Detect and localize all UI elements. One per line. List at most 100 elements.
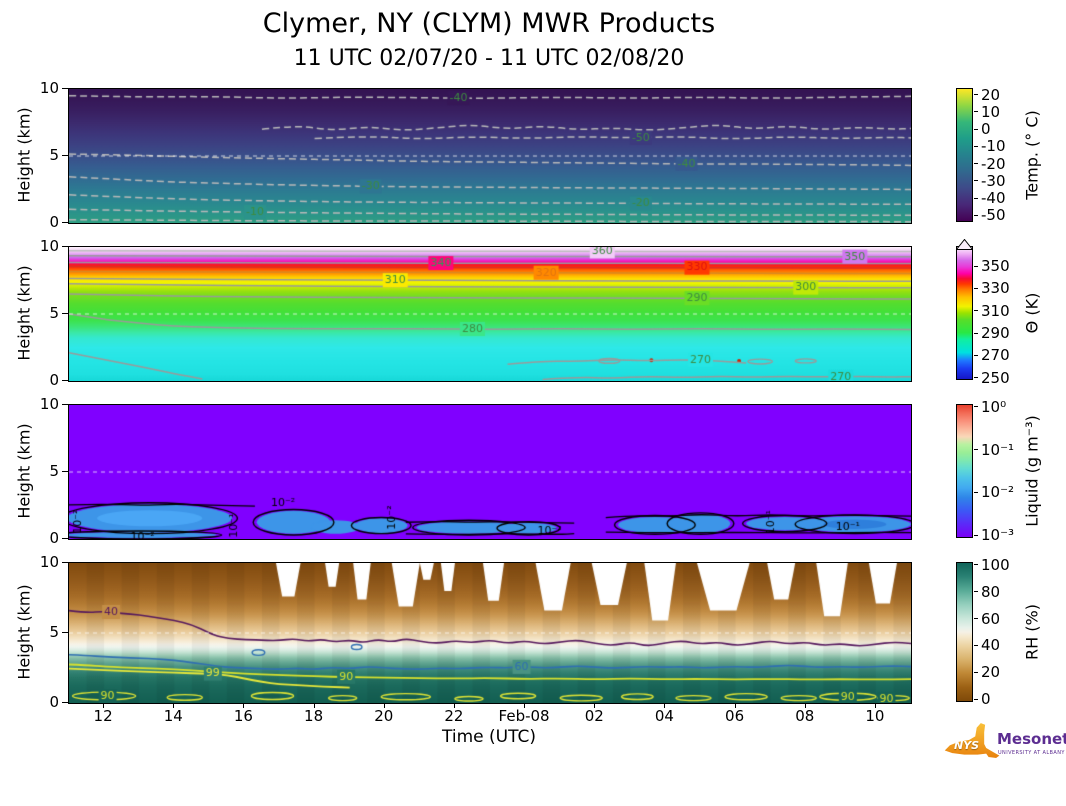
colorbar-tick-label: 10⁻¹: [981, 440, 1015, 459]
colorbar-tick-mark: [974, 491, 978, 493]
y-tick-label: 5: [49, 304, 59, 322]
y-tick-mark: [62, 379, 68, 381]
nys-mesonet-logo: NYS Mesonet UNIVERSITY AT ALBANY: [943, 719, 1066, 785]
x-tick-mark: [664, 703, 666, 708]
colorbar-tick-label: -40: [981, 189, 1006, 207]
temperature-heatmap: [68, 88, 912, 224]
logo-tagline-text: UNIVERSITY AT ALBANY: [998, 750, 1065, 756]
colorbar-tick-label: 0: [981, 120, 991, 139]
x-tick-mark: [804, 703, 806, 708]
colorbar-gradient: [956, 246, 973, 380]
y-tick-mark: [62, 631, 68, 633]
ny-state-icon: [943, 722, 1001, 759]
x-tick-mark: [453, 703, 455, 708]
logo-mesonet-text: Mesonet: [997, 730, 1066, 748]
liquid-heatmap: [68, 404, 912, 540]
colorbar-tick-mark: [974, 564, 978, 566]
colorbar-tick-mark: [974, 406, 978, 408]
liquid-colorbar: Liquid (g m⁻³) 10⁰ 10⁻¹ 10⁻² 10⁻³: [956, 398, 1066, 544]
logo-nys-text: NYS: [954, 739, 980, 752]
x-tick-label: 04: [654, 707, 674, 725]
y-tick-mark: [62, 154, 68, 156]
panel-relative-humidity: Height (km) RH (%) 0 20 40 60 80 100 0 5 10: [0, 553, 1066, 711]
colorbar-tick-mark: [974, 354, 978, 356]
colorbar-tick-label: -30: [981, 171, 1006, 190]
y-tick-mark: [62, 87, 68, 89]
theta-colorbar: Θ (K) 350 330 310 290 270 250: [955, 238, 1066, 387]
x-tick-mark: [173, 703, 175, 708]
x-tick-mark: [313, 703, 315, 708]
y-tick-label: 10: [39, 237, 59, 255]
x-tick-label: 22: [444, 707, 464, 725]
colorbar-tick-mark: [974, 128, 978, 130]
y-axis-label: Height (km): [14, 107, 34, 203]
x-tick-label: 10: [865, 707, 885, 725]
x-tick-label: 02: [584, 707, 604, 725]
colorbar-gradient: [956, 404, 973, 538]
y-tick-label: 0: [49, 529, 59, 547]
x-axis-label: Time (UTC): [442, 727, 536, 747]
y-axis-label: Height (km): [14, 265, 34, 361]
colorbar-tick-label: 10⁻³: [981, 526, 1015, 545]
panel-liquid: Height (km) Liquid (g m⁻³) 10⁰ 10⁻¹ 10⁻² 10…: [0, 395, 1066, 547]
x-tick-label: 18: [304, 707, 324, 725]
colorbar-tick-label: 20: [981, 85, 1001, 104]
colorbar-tick-mark: [974, 180, 978, 182]
colorbar-tick-mark: [974, 698, 978, 700]
x-tick-mark: [383, 703, 385, 708]
colorbar-tick-mark: [974, 287, 978, 289]
y-tick-mark: [62, 403, 68, 405]
colorbar-tick-mark: [974, 618, 978, 620]
colorbar-tick-mark: [974, 94, 978, 96]
colorbar-tick-mark: [974, 197, 978, 199]
figure-subtitle: 11 UTC 02/07/20 - 11 UTC 02/08/20: [293, 46, 685, 71]
y-tick-label: 5: [49, 623, 59, 641]
colorbar-tick-label: 20: [981, 663, 1001, 682]
panel-temperature: Height (km) Temp. (° C) 20 10 0 -10 -20 -30 -4…: [0, 79, 1066, 231]
colorbar-tick-mark: [974, 534, 978, 536]
colorbar-tick-label: 80: [981, 582, 1001, 601]
colorbar-gradient: [956, 88, 973, 222]
y-tick-label: 0: [49, 693, 59, 711]
x-tick-label: Feb-08: [498, 707, 550, 725]
colorbar-tick-label: 330: [981, 279, 1010, 298]
x-tick-mark: [524, 703, 526, 708]
colorbar-gradient: [956, 562, 973, 702]
y-tick-mark: [62, 701, 68, 703]
y-tick-label: 0: [49, 371, 59, 389]
theta-heatmap: [68, 246, 912, 382]
colorbar-tick-label: 270: [981, 346, 1010, 365]
colorbar-tick-mark: [974, 111, 978, 113]
colorbar-tick-label: 60: [981, 609, 1001, 628]
colorbar-tick-mark: [974, 377, 978, 379]
x-tick-mark: [594, 703, 596, 708]
colorbar-tick-mark: [974, 145, 978, 147]
colorbar-tick-mark: [974, 214, 978, 216]
x-tick-mark: [874, 703, 876, 708]
y-tick-mark: [62, 537, 68, 539]
colorbar-tick-mark: [974, 310, 978, 312]
temperature-colorbar: Temp. (° C) 20 10 0 -10 -20 -30 -40 -50: [956, 85, 1066, 225]
colorbar-tick-label: 310: [981, 301, 1010, 320]
colorbar-tick-label: 350: [981, 257, 1010, 276]
colorbar-tick-label: -50: [981, 206, 1006, 225]
colorbar-tick-label: 100: [981, 555, 1010, 574]
colorbar-tick-label: -20: [981, 154, 1006, 173]
colorbar-tick-label: 40: [981, 636, 1001, 655]
colorbar-tick-label: 10⁰: [981, 397, 1007, 416]
colorbar-label: RH (%): [1022, 604, 1042, 660]
colorbar-tick-mark: [974, 163, 978, 165]
x-tick-label: 12: [93, 707, 113, 725]
y-tick-label: 5: [49, 146, 59, 164]
colorbar-label: Liquid (g m⁻³): [1022, 415, 1042, 527]
figure-title: Clymer, NY (CLYM) MWR Products: [262, 8, 716, 39]
colorbar-tick-label: 0: [981, 690, 991, 709]
rh-colorbar: RH (%) 0 20 40 60 80 100: [956, 556, 1066, 708]
colorbar-tick-label: -10: [981, 137, 1006, 156]
panel-potential-temperature: Height (km) Θ (K) 350 330 310 290 270 250 0 5 1…: [0, 237, 1066, 389]
y-tick-label: 10: [39, 553, 59, 571]
x-tick-label: 16: [233, 707, 253, 725]
y-tick-mark: [62, 312, 68, 314]
colorbar-tick-mark: [974, 332, 978, 334]
